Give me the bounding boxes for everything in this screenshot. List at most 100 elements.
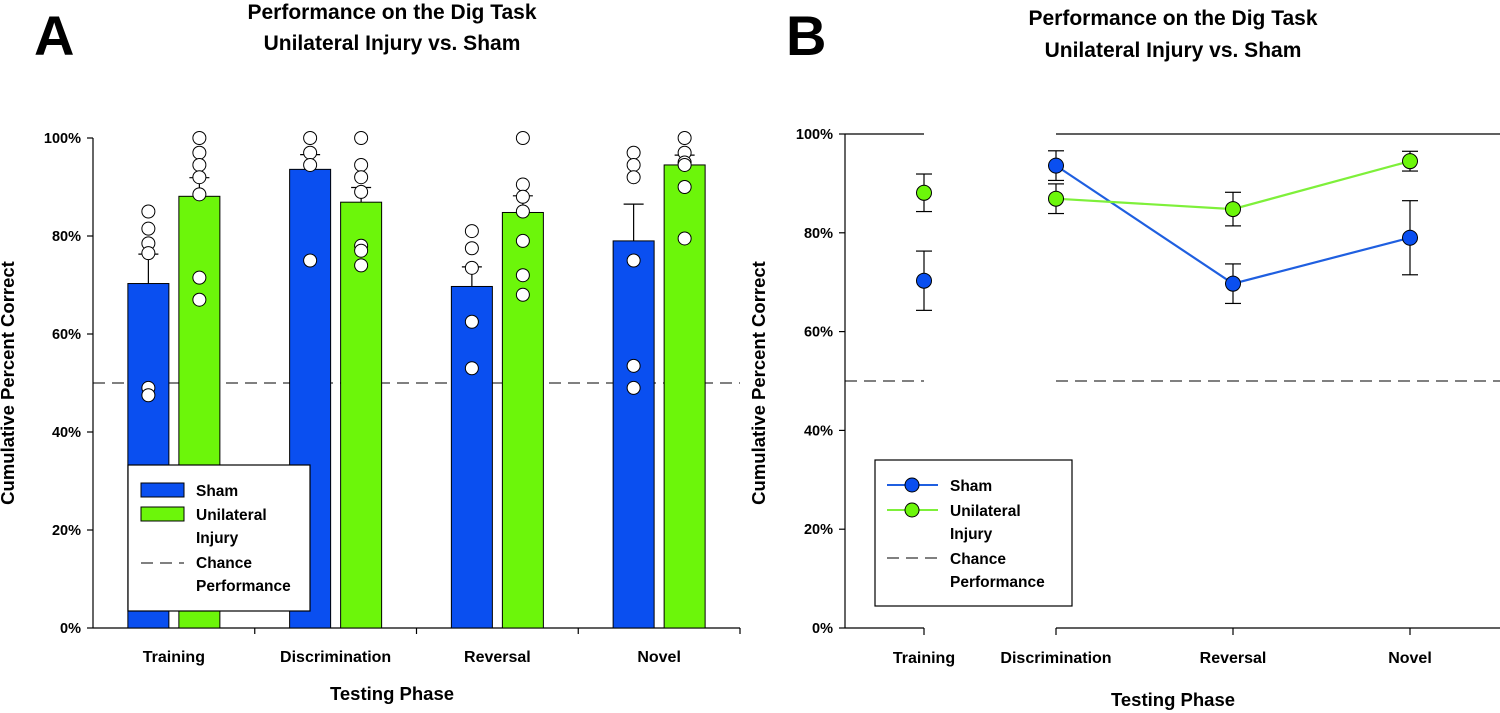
panel-a-data-point-injury — [515, 177, 530, 192]
panel-a-data-point-injury — [515, 189, 530, 204]
panel-a-data-point-sham — [141, 221, 156, 236]
panel-a-data-point-sham — [141, 204, 156, 219]
panel-b-y-tick-label: 60% — [804, 325, 833, 341]
panel-a-data-point-sham — [464, 260, 479, 275]
panel-b-legend-injury-marker — [904, 502, 920, 518]
panel-a-subtitle: Unilateral Injury vs. Sham — [264, 32, 521, 55]
panel-a-data-point-injury — [354, 170, 369, 185]
panel-a-data-point-injury — [354, 243, 369, 258]
panel-b-y-axis-label: Cumulative Percent Correct — [748, 261, 769, 505]
panel-a-x-tick-label: Discrimination — [280, 649, 391, 666]
panel-a-data-point-injury — [192, 292, 207, 307]
panel-a-data-point-injury — [515, 204, 530, 219]
panel-a-legend-sham-label: Sham — [196, 483, 238, 500]
panel-a-data-point-injury — [354, 157, 369, 172]
panel-a-legend-injury-swatch — [140, 506, 185, 522]
panel-a-letter: A — [34, 4, 74, 67]
panel-a-data-point-sham — [626, 145, 641, 160]
panel-a-y-tick-label: 20% — [52, 523, 81, 539]
panel-a-data-point-injury — [677, 180, 692, 194]
panel-a-legend-sham-swatch — [140, 482, 185, 498]
panel-b-marker-sham — [916, 272, 932, 289]
panel-b-y-tick-label: 20% — [804, 522, 833, 538]
panel-b-series — [845, 150, 1500, 382]
panel-a-data-point-injury — [515, 287, 530, 302]
panel-a-data-point-injury — [192, 270, 207, 285]
panel-b-x-tick-label: Training — [893, 650, 955, 667]
panel-a-data-point-sham — [303, 157, 318, 172]
panel-a-x-tick-label: Reversal — [464, 649, 531, 666]
panel-a-data-point-injury — [192, 170, 207, 185]
panel-b-x-tick-label: Novel — [1388, 650, 1432, 667]
panel-a-data-point-injury — [354, 184, 369, 199]
panel-a-x-axis-label: Testing Phase — [330, 683, 454, 704]
panel-a-data-point-sham — [303, 145, 318, 160]
panel-a-y-axis-label: Cumulative Percent Correct — [0, 261, 18, 505]
panel-b-marker-sham — [1225, 275, 1241, 292]
panel-b-legend-sham-label: Sham — [950, 478, 992, 495]
panel-a-data-point-injury — [677, 231, 692, 246]
panel-b-legend-sham-marker — [904, 477, 920, 493]
panel-b-legend: Sham Unilateral Injury Chance Performanc… — [874, 459, 1073, 607]
panel-a-data-point-sham — [141, 246, 156, 261]
panel-b-marker-sham — [1402, 229, 1418, 246]
panel-b-legend-chance-label-line1: Chance — [950, 551, 1006, 568]
panel-a-x-tick-label: Training — [143, 649, 205, 666]
panel-b-title: Performance on the Dig Task — [1028, 7, 1317, 30]
panel-a-data-point-injury — [515, 131, 530, 145]
panel-b-y-axis: 0% 20% 40% 60% 80% 100% — [796, 127, 1500, 637]
panel-b-x-axis-label: Testing Phase — [1111, 689, 1235, 710]
panel-a-data-point-sham — [464, 314, 479, 329]
panel-a-y-tick-label: 100% — [44, 131, 81, 147]
panel-a-data-point-sham — [626, 380, 641, 395]
panel-a-data-point-sham — [303, 131, 318, 145]
panel-a-data-point-injury — [192, 131, 207, 145]
panel-a-legend-chance-label-line2: Performance — [196, 578, 291, 595]
panel-a-data-point-sham — [464, 241, 479, 256]
panel-a-bar-sham — [612, 240, 655, 629]
panel-b-x-tick-label: Discrimination — [1000, 650, 1111, 667]
panel-b-y-tick-label: 0% — [812, 621, 833, 637]
panel-a-x-tick-label: Novel — [637, 649, 681, 666]
panel-a-y-tick-label: 0% — [60, 621, 81, 637]
panel-b-legend-chance-label-line2: Performance — [950, 574, 1045, 591]
panel-a-data-point-sham — [626, 157, 641, 172]
panel-a-data-point-injury — [354, 131, 369, 145]
panel-b-marker-injury — [1048, 190, 1064, 207]
panel-a-legend: Sham Unilateral Injury Chance Performanc… — [127, 464, 311, 612]
panel-a-data-point-injury — [677, 157, 692, 172]
panel-a-bar-sham — [450, 285, 493, 629]
panel-b-x-axis: Training Discrimination Reversal Novel — [893, 628, 1432, 667]
panel-b-letter: B — [786, 4, 826, 67]
panel-a-title: Performance on the Dig Task — [247, 1, 536, 24]
panel-a-x-axis: Training Discrimination Reversal Novel — [143, 628, 741, 666]
panel-a: A Performance on the Dig Task Unilateral… — [0, 1, 741, 704]
panel-a-data-point-sham — [626, 170, 641, 185]
panel-b-y-tick-label: 80% — [804, 226, 833, 242]
panel-b-marker-sham — [1048, 157, 1064, 174]
panel-b-legend-injury-label-line2: Injury — [950, 526, 993, 543]
panel-a-legend-injury-label-line2: Injury — [196, 530, 239, 547]
panel-b-marker-injury — [1402, 153, 1418, 170]
panel-a-data-point-sham — [626, 358, 641, 373]
panel-a-data-point-sham — [464, 224, 479, 239]
panel-b-y-tick-label: 40% — [804, 423, 833, 439]
panel-a-y-tick-label: 40% — [52, 425, 81, 441]
panel-a-data-point-injury — [192, 145, 207, 160]
panel-a-y-tick-label: 80% — [52, 229, 81, 245]
panel-b-subtitle: Unilateral Injury vs. Sham — [1045, 39, 1302, 62]
panel-b: B Performance on the Dig Task Unilateral… — [748, 4, 1500, 710]
panel-a-y-tick-label: 60% — [52, 327, 81, 343]
panel-b-x-tick-label: Reversal — [1200, 650, 1267, 667]
panel-b-marker-injury — [1225, 201, 1241, 218]
panel-a-data-point-injury — [515, 268, 530, 283]
panel-a-legend-chance-label-line1: Chance — [196, 555, 252, 572]
panel-a-data-point-sham — [464, 361, 479, 376]
panel-a-data-point-injury — [354, 258, 369, 273]
panel-a-legend-injury-label-line1: Unilateral — [196, 507, 267, 524]
panel-b-y-tick-label: 100% — [796, 127, 833, 143]
panel-a-data-point-injury — [192, 187, 207, 202]
panel-b-marker-injury — [916, 184, 932, 201]
panel-a-data-point-injury — [677, 131, 692, 145]
